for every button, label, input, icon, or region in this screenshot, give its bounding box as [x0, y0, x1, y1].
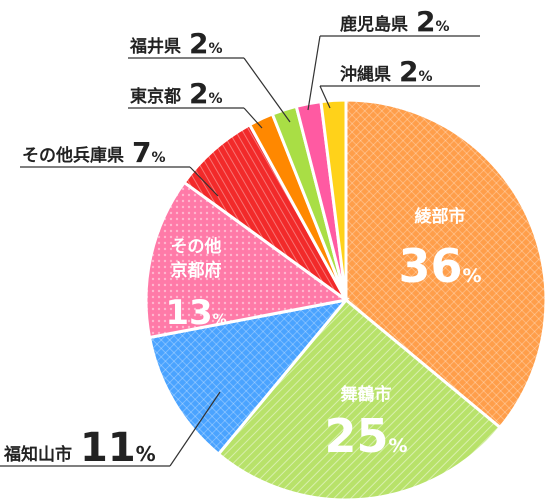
leader-line: [189, 166, 219, 197]
slice-label: 鹿児島県: [340, 14, 408, 35]
pie-slice-texture-1: [346, 100, 546, 428]
slice-label: 福井県: [129, 36, 181, 57]
slice-label-line: 京都府: [171, 260, 222, 281]
slice-value: 2%: [399, 55, 433, 88]
slice-value: 2%: [416, 5, 450, 38]
slice-label: 綾部市: [415, 206, 466, 227]
leader-line: [319, 85, 331, 109]
pie-slice-9: [319, 98, 348, 301]
leader-line: [243, 57, 291, 123]
pie-slice-texture-2: [218, 300, 501, 500]
leader-line: [243, 107, 263, 129]
pie-slice-texture-4: [145, 182, 346, 338]
slice-value: 11%: [80, 425, 156, 471]
slice-label: 東京都: [130, 86, 181, 107]
pie-slice-texture-5: [184, 124, 346, 301]
leader-line: [169, 391, 221, 467]
slice-value: 7%: [132, 136, 166, 169]
slice-label: 舞鶴市: [341, 384, 392, 405]
pie-slice-texture-3: [149, 300, 346, 455]
slice-label: 沖縄県: [340, 64, 391, 85]
slice-value: 2%: [189, 27, 223, 60]
leader-line: [307, 35, 321, 111]
slice-label: 福知山市: [3, 444, 72, 465]
slice-value: 2%: [189, 77, 223, 110]
slice-label: その他兵庫県: [22, 145, 124, 166]
slice-label-line: その他: [171, 236, 222, 257]
